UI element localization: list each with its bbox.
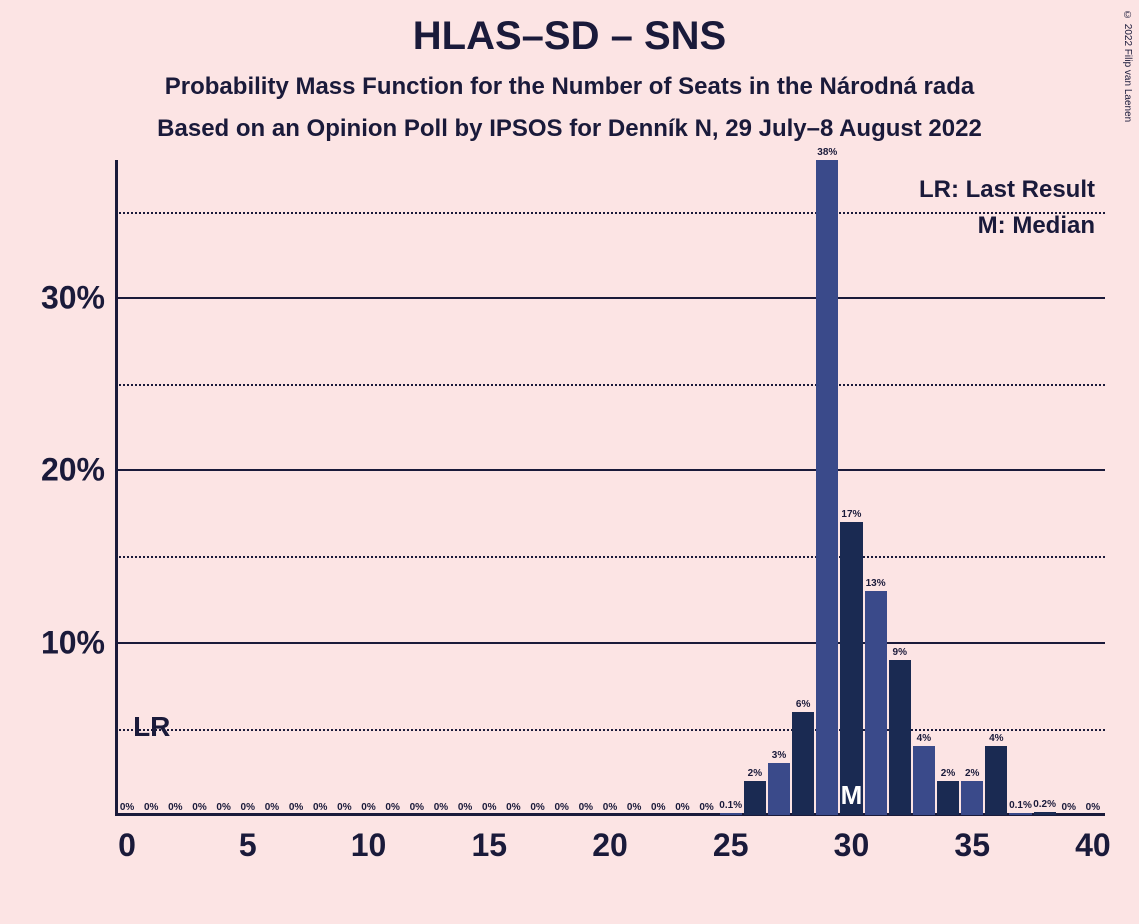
bar-value-label: 0%	[506, 802, 520, 815]
y-axis-line	[115, 160, 118, 815]
y-tick-label: 20%	[41, 452, 115, 489]
chart-subtitle-2: Based on an Opinion Poll by IPSOS for De…	[0, 115, 1139, 143]
bar: 0.1%	[1009, 813, 1031, 815]
bar-value-label: 0%	[434, 802, 448, 815]
bar-value-label: 4%	[989, 733, 1003, 746]
bar-value-label: 0%	[410, 802, 424, 815]
bar-value-label: 9%	[893, 647, 907, 660]
y-tick-label: 30%	[41, 279, 115, 316]
y-tick-label: 10%	[41, 624, 115, 661]
bar-value-label: 0%	[603, 802, 617, 815]
x-tick-label: 40	[1075, 815, 1111, 864]
bar: 13%	[865, 591, 887, 815]
x-tick-label: 0	[118, 815, 136, 864]
bar-value-label: 0.2%	[1033, 799, 1056, 812]
gridline-minor	[115, 729, 1105, 731]
bar-value-label: 0%	[216, 802, 230, 815]
bar-value-label: 0%	[313, 802, 327, 815]
x-tick-label: 30	[834, 815, 870, 864]
bar-value-label: 0%	[265, 802, 279, 815]
bar-value-label: 0%	[458, 802, 472, 815]
bar-value-label: 4%	[917, 733, 931, 746]
legend-m: M: Median	[978, 212, 1095, 240]
bar-value-label: 3%	[772, 750, 786, 763]
bar: 0.2%	[1034, 812, 1056, 815]
bar-value-label: 0%	[627, 802, 641, 815]
bar-value-label: 0%	[1086, 802, 1100, 815]
bar-value-label: 0%	[192, 802, 206, 815]
x-tick-label: 10	[351, 815, 387, 864]
gridline-minor	[115, 212, 1105, 214]
bar-value-label: 0%	[385, 802, 399, 815]
bar-value-label: 0%	[554, 802, 568, 815]
bar-value-label: 17%	[841, 509, 861, 522]
bar: 2%	[937, 781, 959, 815]
bar-value-label: 0%	[361, 802, 375, 815]
bar-value-label: 0%	[289, 802, 303, 815]
lr-marker: LR	[133, 711, 170, 743]
bar: 2%	[744, 781, 766, 815]
legend-lr: LR: Last Result	[919, 176, 1095, 204]
bar-value-label: 0%	[144, 802, 158, 815]
bar: 4%	[913, 746, 935, 815]
bar-value-label: 2%	[965, 768, 979, 781]
bar: 38%	[816, 160, 838, 815]
x-tick-label: 15	[471, 815, 507, 864]
bar-value-label: 0.1%	[1009, 800, 1032, 813]
bar: 6%	[792, 712, 814, 815]
bar-value-label: 0%	[579, 802, 593, 815]
bar-value-label: 6%	[796, 699, 810, 712]
bar-value-label: 0%	[241, 802, 255, 815]
bar-value-label: 0%	[337, 802, 351, 815]
copyright-text: © 2022 Filip van Laenen	[1122, 10, 1133, 122]
x-tick-label: 20	[592, 815, 628, 864]
chart-title: HLAS–SD – SNS	[0, 0, 1139, 59]
bar-value-label: 38%	[817, 147, 837, 160]
bar-value-label: 0%	[1062, 802, 1076, 815]
bar: 17%	[840, 522, 862, 815]
bar: 0.1%	[720, 813, 742, 815]
gridline-major	[115, 297, 1105, 299]
chart-subtitle-1: Probability Mass Function for the Number…	[0, 73, 1139, 101]
bar-value-label: 0%	[482, 802, 496, 815]
chart-plot-area: 10%20%30%05101520253035400%0%0%0%0%0%0%0…	[115, 160, 1105, 815]
bar-value-label: 0.1%	[719, 800, 742, 813]
bar-value-label: 0%	[120, 802, 134, 815]
gridline-major	[115, 469, 1105, 471]
gridline-minor	[115, 556, 1105, 558]
bar: 3%	[768, 763, 790, 815]
gridline-major	[115, 642, 1105, 644]
bar-value-label: 0%	[675, 802, 689, 815]
x-tick-label: 35	[954, 815, 990, 864]
x-tick-label: 25	[713, 815, 749, 864]
bar-value-label: 0%	[651, 802, 665, 815]
bar-value-label: 13%	[866, 578, 886, 591]
bar: 9%	[889, 660, 911, 815]
bar-value-label: 0%	[530, 802, 544, 815]
bar-value-label: 0%	[168, 802, 182, 815]
bar-value-label: 2%	[941, 768, 955, 781]
bar: 4%	[985, 746, 1007, 815]
bar: 2%	[961, 781, 983, 815]
median-marker: M	[841, 780, 863, 811]
gridline-minor	[115, 384, 1105, 386]
bar-value-label: 2%	[748, 768, 762, 781]
bar-value-label: 0%	[699, 802, 713, 815]
x-tick-label: 5	[239, 815, 257, 864]
